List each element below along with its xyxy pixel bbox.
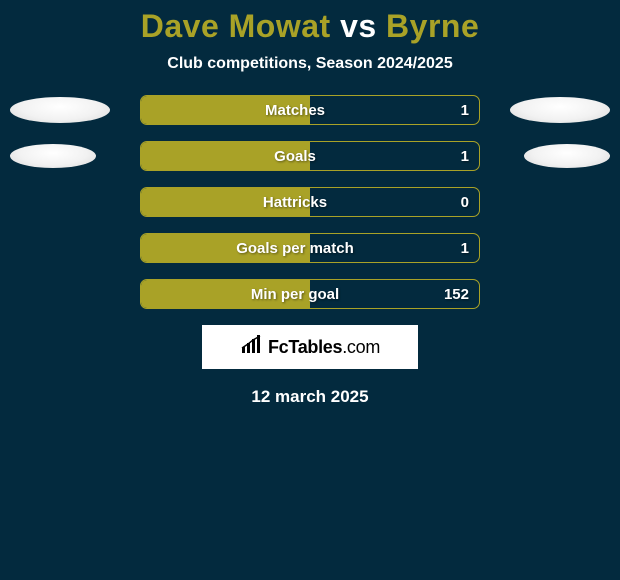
avatar-left (10, 97, 110, 123)
brand-box[interactable]: FcTables.com (202, 325, 418, 369)
stat-label: Goals (141, 142, 479, 171)
stat-value: 0 (461, 188, 469, 217)
avatar-left (10, 144, 96, 168)
brand-name: FcTables (268, 337, 342, 357)
stat-label: Matches (141, 96, 479, 125)
stat-label: Goals per match (141, 234, 479, 263)
stat-row: Matches1 (0, 95, 620, 125)
avatar-right (510, 97, 610, 123)
title-vs: vs (340, 8, 377, 44)
stat-value: 1 (461, 96, 469, 125)
player-left-name: Dave Mowat (141, 8, 331, 44)
stat-label: Min per goal (141, 280, 479, 309)
page-title: Dave Mowat vs Byrne (0, 8, 620, 45)
stat-bar: Matches1 (140, 95, 480, 125)
stat-row: Min per goal152 (0, 279, 620, 309)
subtitle: Club competitions, Season 2024/2025 (0, 55, 620, 73)
avatar-right (524, 144, 610, 168)
date-line: 12 march 2025 (0, 387, 620, 407)
stat-row: Hattricks0 (0, 187, 620, 217)
brand-domain: .com (342, 337, 380, 357)
stat-value: 1 (461, 234, 469, 263)
stat-value: 152 (444, 280, 469, 309)
player-right-name: Byrne (386, 8, 479, 44)
bar-chart-icon (240, 335, 262, 360)
stat-bar: Hattricks0 (140, 187, 480, 217)
stat-bar: Goals1 (140, 141, 480, 171)
stat-label: Hattricks (141, 188, 479, 217)
stat-bar: Goals per match1 (140, 233, 480, 263)
stat-bar: Min per goal152 (140, 279, 480, 309)
stat-row: Goals per match1 (0, 233, 620, 263)
stat-row: Goals1 (0, 141, 620, 171)
stat-rows: Matches1Goals1Hattricks0Goals per match1… (0, 95, 620, 309)
stat-value: 1 (461, 142, 469, 171)
brand-text: FcTables.com (268, 337, 380, 358)
comparison-card: Dave Mowat vs Byrne Club competitions, S… (0, 0, 620, 407)
